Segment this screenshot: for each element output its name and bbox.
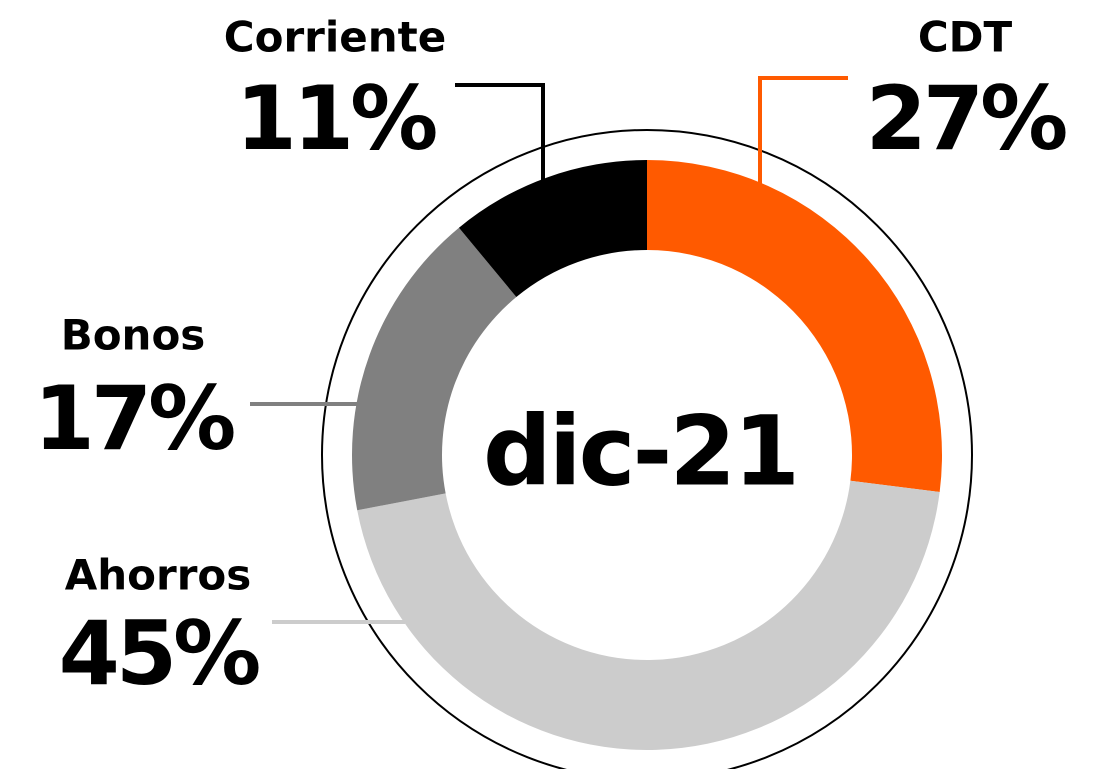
- donut-segment: [647, 160, 942, 492]
- leader-line: [758, 76, 848, 185]
- value-label: 11%: [236, 67, 436, 170]
- category-label: Corriente: [224, 13, 446, 62]
- donut-segment: [351, 227, 517, 511]
- leader-line: [455, 83, 545, 180]
- donut-segment: [357, 480, 940, 750]
- value-label: 17%: [34, 367, 234, 470]
- outer-ring: [321, 129, 973, 769]
- donut-segment: [458, 160, 647, 298]
- category-label: CDT: [918, 13, 1013, 62]
- center-label: dic-21: [483, 395, 797, 507]
- value-label: 27%: [866, 67, 1066, 170]
- value-label: 45%: [59, 602, 259, 705]
- category-label: Ahorros: [65, 551, 252, 600]
- category-label: Bonos: [61, 311, 206, 360]
